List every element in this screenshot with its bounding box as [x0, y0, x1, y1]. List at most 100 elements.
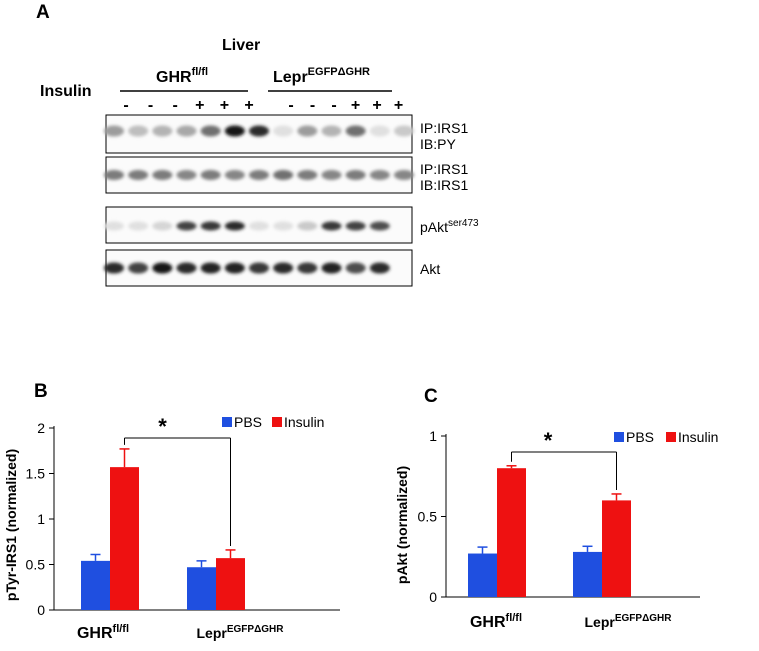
blot-band [345, 125, 366, 137]
blot-irs1-py: IP:IRS1 IB:PY [104, 114, 468, 154]
lane-label: - [310, 97, 315, 114]
blot-akt: Akt [104, 249, 440, 287]
blot-band [321, 221, 342, 231]
blot-label-line2: IB:IRS1 [420, 177, 468, 193]
y-tick-label: 1.5 [26, 466, 46, 482]
x-category-label: LeprEGFPΔGHR [197, 624, 285, 641]
blot-band [104, 221, 124, 231]
blot-band [224, 170, 245, 180]
lane-label: - [123, 97, 128, 114]
y-tick-label: 1 [429, 428, 437, 444]
blot-band [200, 262, 221, 274]
panel-b: B pTyr-IRS1 (normalized) 0 0.5 1 1.5 2 GHRfl/… [3, 381, 340, 642]
panel-b-letter: B [34, 381, 48, 402]
legend-swatch-insulin [272, 417, 282, 427]
blot-band [128, 170, 149, 180]
blot-band [297, 125, 318, 137]
blot-band [200, 170, 221, 180]
panel-b-ylabel: pTyr-IRS1 (normalized) [3, 449, 19, 601]
blot-pakt: pAktser473 [104, 206, 479, 244]
bar-pbs [468, 553, 497, 597]
bands [104, 170, 414, 180]
bands [104, 125, 414, 137]
blot-band [200, 221, 221, 231]
blot-band [297, 221, 318, 231]
blot-band [345, 221, 366, 231]
bands [104, 221, 390, 231]
blot-band [249, 262, 269, 274]
blot-label-akt: Akt [420, 261, 440, 277]
y-tick-label: 0.5 [418, 509, 438, 525]
legend-swatch-insulin [666, 432, 676, 442]
significance-marker: * [544, 428, 553, 453]
blot-band [369, 221, 390, 231]
lane-label: + [394, 97, 403, 114]
blot-band [104, 262, 124, 274]
blot-label-line1: IP:IRS1 [420, 120, 468, 136]
blot-band [345, 262, 366, 274]
lane-label: + [220, 97, 229, 114]
x-category-label: LeprEGFPΔGHR [585, 613, 673, 630]
blot-band [345, 170, 366, 180]
panel-a-letter: A [36, 2, 50, 23]
blot-band [152, 221, 173, 231]
bands [104, 262, 390, 274]
blot-band [369, 125, 390, 137]
lane-label: - [331, 97, 336, 114]
blot-band [321, 262, 342, 274]
lane-label: - [173, 97, 178, 114]
blot-band [128, 221, 149, 231]
blot-band [273, 262, 294, 274]
blot-band [224, 262, 245, 274]
blot-band [321, 170, 342, 180]
blot-band [394, 170, 414, 180]
blot-band [394, 125, 414, 137]
lane-label: + [244, 97, 253, 114]
blot-band [297, 262, 318, 274]
blot-band [104, 125, 124, 137]
legend-swatch-pbs [614, 432, 624, 442]
bar-insulin [497, 468, 526, 597]
panel-c: C pAkt (normalized) 0 0.5 1 GHRfl/fl LeprEGF… [394, 386, 718, 631]
y-tick-label: 2 [37, 420, 45, 436]
bar-pbs [81, 560, 110, 610]
blot-irs1-irs1: IP:IRS1 IB:IRS1 [104, 156, 468, 194]
x-category-label: GHRfl/fl [77, 623, 129, 642]
legend-swatch-pbs [222, 417, 232, 427]
blot-band [273, 125, 294, 137]
lane-labels: - - - + + + - - - + + + [123, 97, 403, 114]
legend-label-insulin: Insulin [284, 414, 324, 430]
blot-band [369, 170, 390, 180]
bar-insulin [216, 558, 245, 610]
blot-band [321, 125, 342, 137]
blot-band [200, 125, 221, 137]
y-tick-label: 1 [37, 511, 45, 527]
legend-label-pbs: PBS [626, 429, 654, 445]
blot-label-pakt: pAktser473 [420, 218, 479, 235]
y-tick-label: 0 [37, 602, 45, 618]
group2-label: LeprEGFPΔGHR [273, 66, 370, 86]
blot-band [273, 221, 294, 231]
panel-c-ylabel: pAkt (normalized) [394, 466, 410, 584]
lane-label: - [148, 97, 153, 114]
panel-c-letter: C [424, 386, 438, 407]
blot-band [152, 262, 173, 274]
blot-band [369, 262, 390, 274]
blot-band [152, 125, 173, 137]
blot-band [128, 125, 149, 137]
legend-label-pbs: PBS [234, 414, 262, 430]
blot-band [176, 170, 197, 180]
blot-band [249, 221, 269, 231]
blot-band [128, 262, 149, 274]
bar-pbs [573, 551, 602, 597]
lane-label: + [351, 97, 360, 114]
blot-band [176, 221, 197, 231]
blot-band [224, 125, 245, 137]
insulin-treatment-label: Insulin [40, 83, 92, 100]
blot-band [297, 170, 318, 180]
tissue-label: Liver [222, 37, 260, 54]
blot-band [249, 170, 269, 180]
legend-label-insulin: Insulin [678, 429, 718, 445]
x-category-label: GHRfl/fl [470, 612, 522, 631]
